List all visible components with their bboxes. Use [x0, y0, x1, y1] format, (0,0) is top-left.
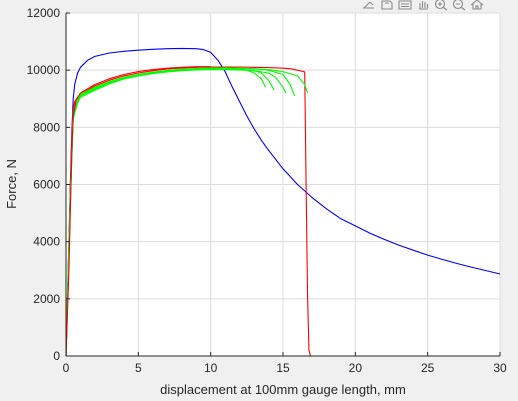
pan-icon[interactable] — [416, 0, 430, 10]
home-icon[interactable] — [470, 0, 484, 10]
series-line-1 — [65, 47, 501, 357]
datacursor-icon[interactable] — [398, 0, 412, 10]
series-lines — [65, 47, 501, 357]
x-tick-label: 10 — [204, 361, 218, 375]
zoom-out-icon[interactable] — [452, 0, 466, 11]
x-tick-label: 0 — [63, 361, 70, 375]
axes — [65, 12, 501, 357]
y-axis-label: Force, N — [4, 159, 19, 209]
y-tick-label: 8000 — [33, 120, 60, 134]
export-icon[interactable] — [380, 0, 394, 10]
y-tick-label: 6000 — [33, 178, 60, 192]
x-tick-label: 20 — [349, 361, 363, 375]
series-line-8 — [65, 66, 211, 357]
series-line-2 — [65, 66, 317, 357]
figure-toolbar — [362, 0, 484, 11]
x-axis-label: displacement at 100mm gauge length, mm — [160, 382, 406, 397]
x-tick-label: 25 — [421, 361, 435, 375]
brush-icon[interactable] — [362, 0, 376, 9]
zoom-in-icon[interactable] — [434, 0, 448, 11]
y-tick-label: 12000 — [27, 6, 61, 20]
series-line-7 — [65, 67, 309, 357]
series-line-5 — [65, 69, 287, 357]
tick-labels: 0 5 10 15 20 25 30 0 2000 4000 6000 8000 10000 12000 — [27, 6, 507, 375]
y-tick-label: 0 — [53, 349, 60, 363]
y-tick-label: 4000 — [33, 235, 60, 249]
x-tick-label: 30 — [493, 361, 507, 375]
x-tick-label: 5 — [135, 361, 142, 375]
y-tick-label: 10000 — [27, 63, 61, 77]
x-tick-label: 15 — [276, 361, 290, 375]
y-tick-label: 2000 — [33, 292, 60, 306]
